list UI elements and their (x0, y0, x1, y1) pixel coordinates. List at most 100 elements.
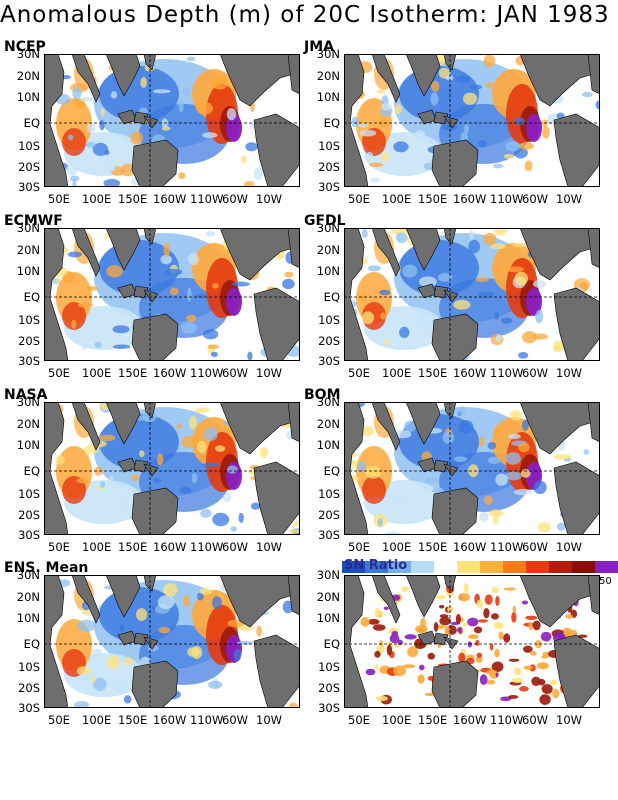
anomaly-patch (463, 622, 468, 627)
land-mass (519, 54, 600, 107)
anomaly-patch (131, 474, 139, 482)
longitude-label: 110W (490, 366, 524, 380)
anomaly-patch (196, 102, 214, 115)
longitude-label: 50E (348, 366, 370, 380)
anomaly-patch (289, 528, 300, 534)
anomaly-patch (523, 665, 533, 670)
anomaly-map (44, 575, 300, 708)
anomaly-patch (518, 142, 534, 150)
anomaly-patch (517, 352, 529, 359)
longitude-label: 60W (522, 366, 549, 380)
anomaly-patch (202, 329, 219, 340)
land-mass (71, 228, 101, 277)
latitude-label: 10S (318, 313, 340, 327)
anomaly-patch (512, 605, 517, 614)
anomaly-patch (494, 425, 502, 435)
anomaly-patch (99, 119, 105, 131)
colorbar-swatch (411, 561, 434, 573)
anomaly-patch (532, 620, 541, 631)
longitude-label: 50E (48, 366, 70, 380)
anomaly-patch (76, 477, 89, 484)
anomaly-patch (511, 677, 524, 683)
map-canvas (44, 575, 300, 708)
longitude-label: 160W (153, 366, 187, 380)
anomaly-patch (163, 583, 178, 597)
map-panel: NCEP 30N 20N 10N EQ 10S 20S 30S 50E 100E 150E 160W 1… (0, 39, 300, 220)
latitude-label: 10N (316, 438, 340, 452)
land-mass (105, 54, 141, 97)
anomaly-patch (384, 338, 389, 347)
anomaly-patch (187, 647, 200, 657)
latitude-label: 30N (16, 47, 40, 61)
anomaly-map (44, 402, 300, 535)
anomaly-patch (197, 592, 204, 601)
latitude-label: EQ (23, 637, 40, 651)
latitude-label: 10N (16, 90, 40, 104)
anomaly-patch (505, 471, 522, 481)
latitude-label: 20S (318, 334, 340, 348)
anomaly-patch (518, 442, 530, 453)
anomaly-patch (230, 526, 238, 532)
anomaly-patch (360, 617, 370, 627)
longitude-label: 100E (382, 713, 412, 727)
land-mass (587, 54, 600, 95)
map-frame (344, 402, 600, 535)
anomaly-patch (379, 289, 391, 296)
anomaly-patch (226, 114, 242, 142)
anomaly-patch (365, 668, 376, 676)
latitude-label: EQ (323, 637, 340, 651)
anomaly-patch (70, 175, 80, 182)
land-mass (219, 228, 300, 281)
anomaly-patch (243, 181, 255, 187)
land-mass (431, 487, 479, 535)
land-mass (131, 660, 179, 708)
land-mass (253, 287, 300, 361)
anomaly-patch (72, 86, 82, 100)
anomaly-patch (378, 118, 389, 128)
longitude-label: 100E (382, 366, 412, 380)
anomaly-patch (72, 178, 77, 187)
anomaly-patch (464, 124, 469, 135)
anomaly-patch (417, 674, 425, 684)
anomaly-patch (483, 54, 496, 68)
latitude-label: 10S (18, 487, 40, 501)
land-mass (553, 287, 600, 361)
anomaly-patch (375, 664, 379, 672)
anomaly-patch (521, 419, 529, 431)
anomaly-patch (439, 616, 451, 626)
anomaly-patch (519, 686, 529, 692)
anomaly-patch (233, 649, 242, 662)
anomaly-patch (549, 679, 558, 686)
anomaly-patch (400, 586, 409, 592)
longitude-label: 50E (348, 713, 370, 727)
land-mass (587, 575, 600, 616)
longitude-label: 100E (382, 192, 412, 206)
land-mass (443, 636, 459, 650)
anomaly-patch (484, 594, 493, 605)
anomaly-patch (211, 596, 222, 609)
anomaly-patch (437, 273, 453, 282)
anomaly-patch (99, 434, 116, 442)
land-mass (71, 402, 101, 451)
colorbar-swatch (480, 561, 503, 573)
anomaly-patch (490, 243, 506, 250)
anomaly-patch (467, 617, 479, 627)
land-mass (133, 111, 149, 125)
anomaly-patch (595, 100, 600, 110)
anomaly-patch (202, 132, 218, 139)
anomaly-patch (393, 141, 409, 153)
anomaly-patch (540, 631, 552, 642)
anomaly-patch (62, 128, 86, 156)
map-panel: BOM 30N 20N 10N EQ 10S 20S 30S 50E 100E 150E 160W 11… (300, 387, 600, 568)
anomaly-patch (187, 287, 192, 302)
anomaly-patch (361, 311, 375, 325)
anomaly-patch (581, 91, 593, 98)
anomaly-patch (156, 453, 164, 466)
longitude-label: 110W (190, 713, 224, 727)
land-mass (433, 459, 449, 473)
anomaly-patch (402, 664, 416, 669)
anomaly-patch (94, 341, 102, 349)
land-mass (143, 289, 159, 303)
anomaly-patch (520, 469, 531, 478)
anomaly-patch (430, 92, 439, 106)
